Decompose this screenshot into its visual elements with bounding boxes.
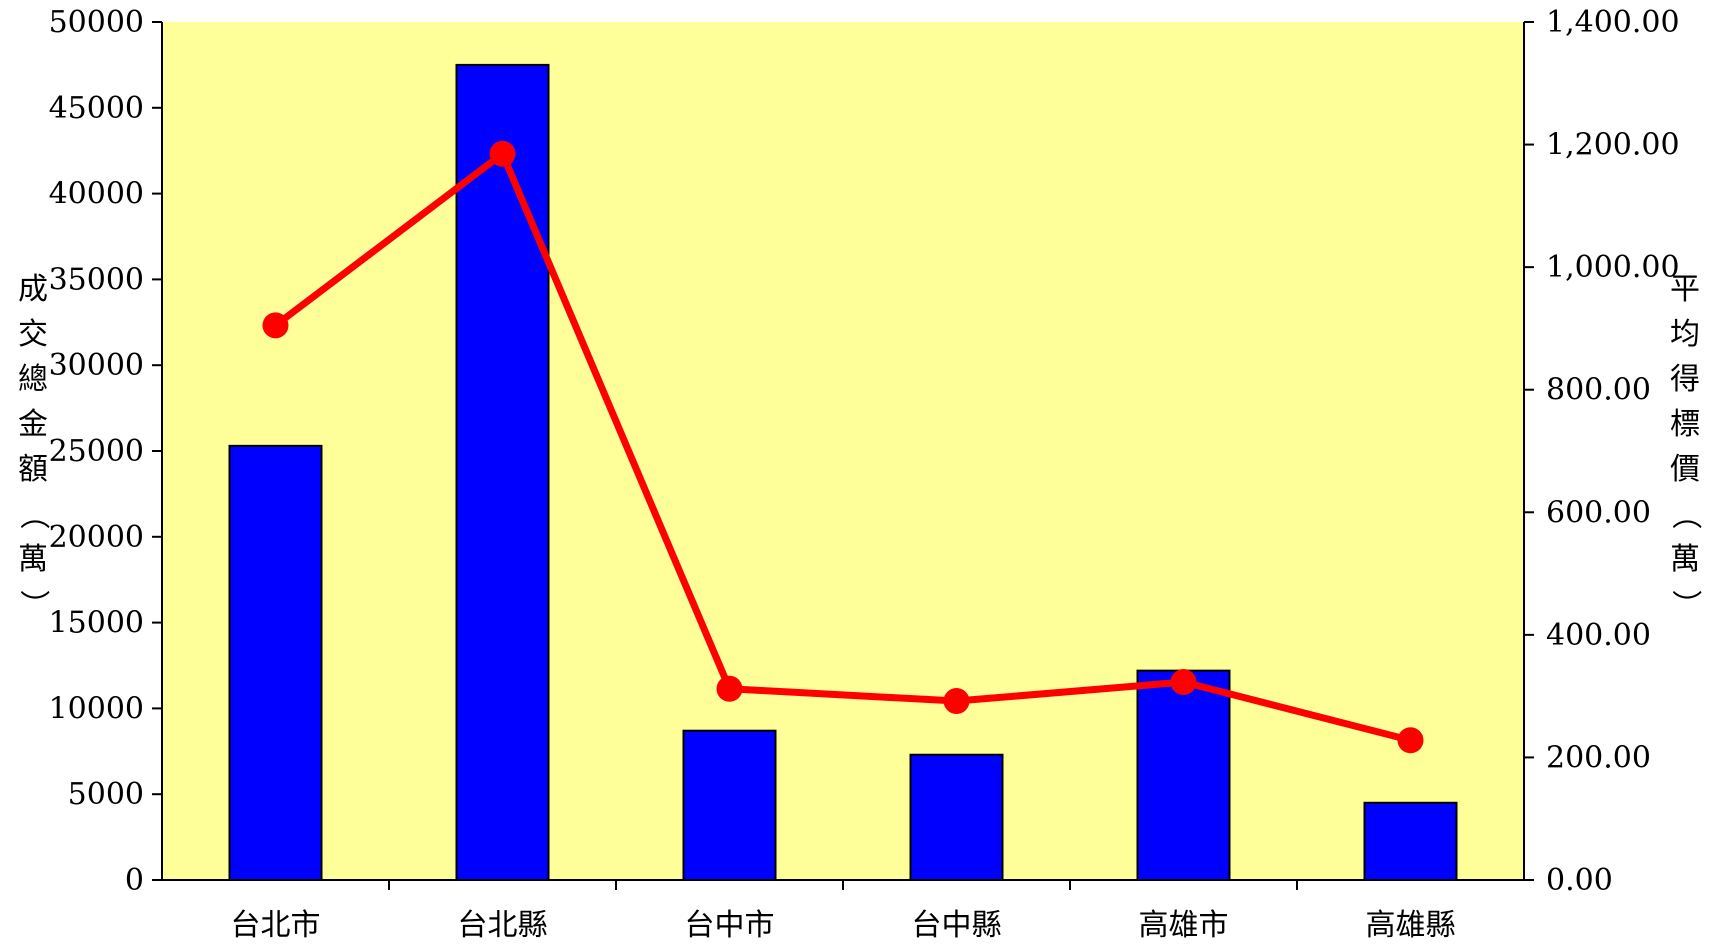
line-point — [489, 140, 516, 167]
category-label: 台中縣 — [912, 908, 1002, 943]
y-axis-label-left: ） — [16, 590, 51, 620]
left-tick-label: 25000 — [49, 434, 144, 469]
right-tick-label: 800.00 — [1546, 373, 1651, 408]
y-axis-label-left: （ — [16, 500, 51, 530]
y-axis-label-right: 萬 — [1670, 542, 1700, 577]
right-tick-label: 200.00 — [1546, 740, 1651, 775]
y-axis-label-left: 成 — [18, 272, 48, 307]
left-tick-label: 35000 — [49, 262, 144, 297]
left-tick-label: 10000 — [49, 691, 144, 726]
y-axis-label-right: 均 — [1670, 317, 1700, 352]
right-tick-label: 1,200.00 — [1546, 128, 1680, 163]
y-axis-label-left: 總 — [18, 362, 48, 397]
right-tick-label: 400.00 — [1546, 618, 1651, 653]
bar — [682, 729, 777, 882]
line-point — [943, 688, 970, 715]
axes-layer — [152, 21, 1534, 890]
labels-layer: 0 5000 10000 15000 20000 25000 30000 35000 40000… — [16, 5, 1703, 943]
bar — [909, 753, 1004, 881]
bar — [455, 63, 550, 881]
category-label: 高雄市 — [1139, 908, 1229, 943]
category-label: 台北縣 — [458, 908, 548, 943]
bars-layer — [228, 63, 1458, 882]
left-tick-label: 45000 — [49, 91, 144, 126]
y-axis-label-left: 金 — [18, 407, 48, 442]
plot-area — [162, 22, 1524, 880]
left-tick-label: 30000 — [49, 348, 144, 383]
y-axis-label-right: 平 — [1670, 272, 1700, 307]
bar — [228, 444, 323, 881]
line-series — [273, 150, 1412, 744]
category-label: 台北市 — [231, 908, 321, 943]
line-point — [716, 675, 743, 702]
category-label: 高雄縣 — [1366, 908, 1456, 943]
line-point — [262, 312, 289, 339]
right-tick-label: 0.00 — [1546, 863, 1613, 898]
left-tick-label: 50000 — [49, 5, 144, 40]
line-point — [1397, 727, 1424, 754]
y-axis-label-left: 額 — [18, 452, 48, 487]
bar — [1136, 669, 1231, 882]
line-point — [1170, 669, 1197, 696]
line-layer — [262, 140, 1424, 754]
y-axis-label-right: ） — [1668, 590, 1703, 620]
y-axis-label-right: 得 — [1670, 362, 1700, 397]
left-tick-label: 20000 — [49, 520, 144, 555]
bar — [1363, 801, 1458, 882]
y-axis-label-left: 交 — [18, 317, 48, 352]
left-tick-label: 5000 — [68, 777, 144, 812]
category-label: 台中市 — [685, 908, 775, 943]
right-tick-label: 1,000.00 — [1546, 250, 1680, 285]
left-tick-label: 0 — [125, 863, 144, 898]
y-axis-label-right: 價 — [1670, 452, 1700, 487]
y-axis-label-right: 標 — [1670, 407, 1700, 442]
left-tick-label: 15000 — [49, 606, 144, 641]
right-tick-label: 1,400.00 — [1546, 5, 1680, 40]
right-tick-label: 600.00 — [1546, 495, 1651, 530]
y-axis-label-right: （ — [1668, 500, 1703, 530]
left-tick-label: 40000 — [49, 177, 144, 212]
y-axis-label-left: 萬 — [18, 542, 48, 577]
